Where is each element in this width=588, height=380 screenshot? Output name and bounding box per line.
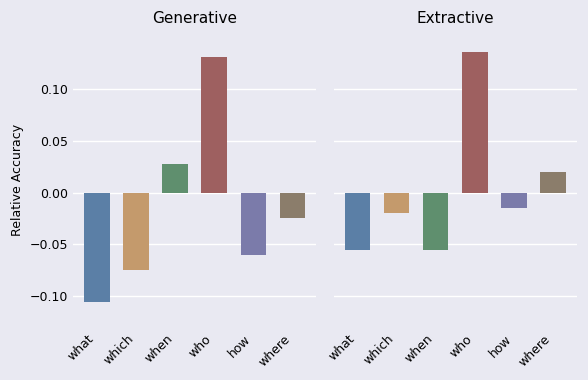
Title: Extractive: Extractive bbox=[416, 11, 494, 26]
Bar bbox=[540, 172, 566, 193]
Bar bbox=[84, 193, 109, 302]
Bar bbox=[423, 193, 449, 250]
Bar bbox=[240, 193, 266, 255]
Bar bbox=[280, 193, 305, 218]
Y-axis label: Relative Accuracy: Relative Accuracy bbox=[11, 124, 24, 236]
Bar bbox=[345, 193, 370, 250]
Title: Generative: Generative bbox=[152, 11, 237, 26]
Bar bbox=[202, 57, 227, 193]
Bar bbox=[162, 165, 188, 193]
Bar bbox=[462, 52, 487, 193]
Bar bbox=[123, 193, 149, 271]
Bar bbox=[384, 193, 409, 213]
Bar bbox=[502, 193, 527, 208]
